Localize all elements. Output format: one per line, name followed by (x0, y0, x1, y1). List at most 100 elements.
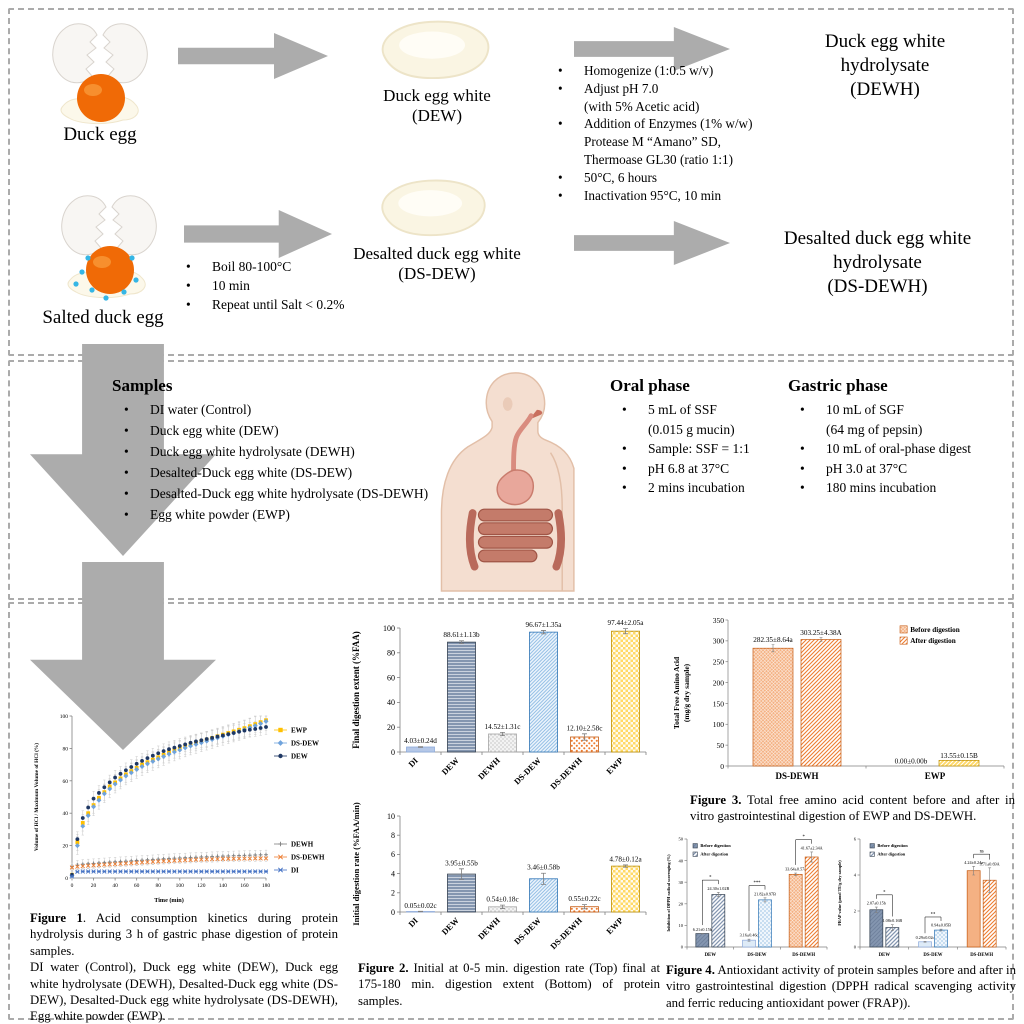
ds-dew-label: Desalted duck egg white (DS-DEW) (353, 244, 521, 284)
figure4-caption-text: Antioxidant activity of protein samples … (666, 963, 1016, 1010)
list-item-text: Boil 80-100°C (212, 259, 292, 274)
list-item: • DI water (Control) (118, 400, 463, 421)
svg-text:96.67±1.35a: 96.67±1.35a (526, 621, 563, 629)
bullet-icon: • (800, 460, 805, 476)
svg-text:Before digestion: Before digestion (700, 843, 731, 848)
svg-text:350: 350 (713, 616, 725, 625)
svg-text:21.82±0.97B: 21.82±0.97B (754, 891, 776, 896)
list-item-text: Duck egg white hydrolysate (DEWH) (150, 443, 355, 459)
svg-text:60: 60 (63, 779, 69, 785)
svg-text:13.55±0.15B: 13.55±0.15B (940, 752, 978, 760)
svg-text:33.64±0.57a: 33.64±0.57a (785, 867, 806, 872)
svg-text:Initial digestion rate (%FAA/m: Initial digestion rate (%FAA/min) (351, 802, 361, 925)
svg-text:0: 0 (681, 945, 684, 950)
svg-text:DS-DEWH: DS-DEWH (792, 953, 815, 958)
list-item: • 180 mins incubation (794, 478, 1009, 498)
list-item: • Addition of Enzymes (1% w/w) Protease M… (552, 115, 820, 168)
bullet-icon: • (558, 187, 563, 203)
svg-text:DEWH: DEWH (476, 915, 502, 941)
bullet-icon: • (186, 296, 191, 312)
list-item: • Repeat until Salt < 0.2% (180, 296, 365, 315)
list-item-text: 10 mL of SGF (64 mg of pepsin) (826, 402, 923, 437)
svg-text:***: *** (753, 881, 761, 886)
svg-text:DS-DEW: DS-DEW (512, 755, 543, 786)
list-item: • Sample: SSF = 1:1 (616, 439, 784, 459)
svg-text:DS-DEW: DS-DEW (291, 740, 319, 748)
svg-text:3.46±0.58b: 3.46±0.58b (527, 864, 560, 872)
list-item-text: Duck egg white (DEW) (150, 422, 279, 438)
svg-text:*: * (709, 876, 712, 881)
figure2-caption-text: Initial at 0-5 min. digestion rate (Top)… (358, 961, 660, 1008)
svg-text:After digestion: After digestion (700, 851, 728, 856)
figure4-caption-lead: Figure 4. (666, 963, 715, 977)
svg-text:88.61±1.13b: 88.61±1.13b (443, 631, 480, 639)
svg-text:41.67±2.34A: 41.67±2.34A (801, 845, 823, 850)
svg-text:Before digestion: Before digestion (910, 626, 960, 634)
svg-text:4: 4 (854, 873, 857, 878)
svg-text:Volume of HCl / Maximum Volume: Volume of HCl / Maximum Volume of HCl (%… (33, 743, 40, 851)
svg-text:DI: DI (291, 867, 299, 875)
svg-text:3.71±0.69A: 3.71±0.69A (980, 861, 1000, 866)
svg-text:12.10±2.58c: 12.10±2.58c (567, 724, 603, 732)
list-item: • 2 mins incubation (616, 478, 784, 498)
figure3-caption-text: Total free amino acid content before and… (690, 793, 1015, 824)
svg-text:8: 8 (391, 831, 395, 840)
bullet-icon: • (558, 63, 563, 78)
list-item-text: DI water (Control) (150, 402, 252, 417)
svg-text:Inhibition of DPPH radical sca: Inhibition of DPPH radical scavenging (%… (666, 854, 671, 932)
duck-egg-label: Duck egg (63, 124, 137, 145)
dewh-title: Duck egg white hydrolysate (DEWH) (824, 31, 946, 100)
svg-text:1.08±0.16B: 1.08±0.16B (882, 918, 902, 923)
figure2-caption: Figure 2. Initial at 0-5 min. digestion … (358, 960, 660, 1009)
svg-text:100: 100 (176, 883, 185, 889)
bullet-icon: • (558, 116, 563, 132)
list-item-text: Repeat until Salt < 0.2% (212, 296, 345, 312)
svg-text:Final digestion extent (%FAA): Final digestion extent (%FAA) (351, 631, 361, 749)
bullet-icon: • (124, 443, 129, 459)
list-item: • Duck egg white (DEW) (118, 421, 463, 442)
svg-text:100: 100 (383, 624, 395, 633)
svg-text:40: 40 (387, 698, 395, 707)
svg-text:50: 50 (717, 741, 725, 750)
svg-text:DS-DEWH: DS-DEWH (548, 755, 584, 791)
list-item: • pH 3.0 at 37°C (794, 459, 1009, 479)
bullet-icon: • (800, 402, 805, 417)
salted-duck-egg-label: Salted duck egg (42, 307, 164, 328)
svg-text:150: 150 (713, 699, 725, 708)
desalting-steps-list: • Boil 80-100°C • 10 min • Repeat until Salt … (180, 258, 365, 315)
figure4-frap-chart: 0 2 4 6 FRAP value (µmol TE/g dry sample) 2.0… (834, 833, 1014, 966)
list-item: • 50°C, 6 hours (552, 169, 820, 187)
svg-text:DEW: DEW (705, 953, 717, 958)
svg-text:*: * (802, 835, 805, 840)
figure2-top-bar-chart: 0 20 40 60 80 100 Final digestion extent (%FAA… (348, 612, 660, 803)
svg-text:6: 6 (854, 837, 857, 842)
svg-text:DEWH: DEWH (476, 755, 502, 781)
svg-text:10: 10 (387, 812, 395, 821)
svg-text:Before digestion: Before digestion (877, 843, 908, 848)
list-item-text: pH 3.0 at 37°C (826, 460, 908, 476)
svg-text:4: 4 (391, 869, 395, 878)
svg-text:DS-DEWH: DS-DEWH (970, 953, 993, 958)
figure3-caption: Figure 3. Total free amino acid content … (690, 792, 1015, 825)
svg-text:DI: DI (406, 915, 420, 929)
svg-text:DEW: DEW (439, 755, 461, 777)
list-item-text: Egg white powder (EWP) (150, 506, 290, 522)
svg-text:14.52±1.31c: 14.52±1.31c (485, 723, 521, 731)
svg-text:40: 40 (679, 858, 684, 863)
figure1-caption-note: DI water (Control), Duck egg white (DEW)… (30, 960, 338, 1024)
svg-text:40: 40 (63, 811, 69, 817)
svg-text:160: 160 (240, 883, 249, 889)
list-item: • 10 min (180, 277, 365, 296)
svg-text:100: 100 (60, 714, 69, 720)
svg-text:2.07±0.15b: 2.07±0.15b (867, 901, 886, 906)
svg-text:40: 40 (112, 883, 118, 889)
bullet-icon: • (124, 402, 129, 417)
duck-egg-white-icon (381, 20, 490, 80)
list-item-text: Desalted-Duck egg white hydrolysate (DS-… (150, 485, 429, 501)
human-digestion-illustration (440, 372, 575, 592)
svg-text:6: 6 (391, 850, 395, 859)
list-item-text: Homogenize (1:0.5 w/v) (584, 63, 714, 78)
list-item: • Boil 80-100°C (180, 258, 365, 277)
svg-text:DS-DEWH: DS-DEWH (291, 854, 325, 862)
bullet-icon: • (800, 480, 805, 496)
